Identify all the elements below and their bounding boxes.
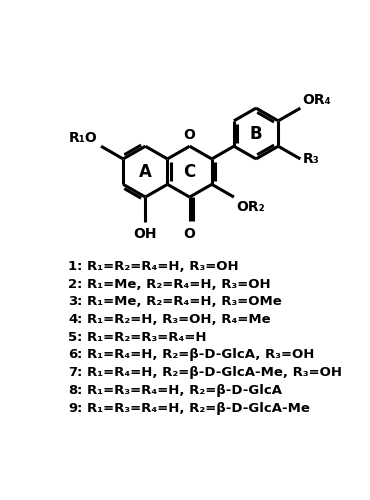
Text: B: B [250, 124, 262, 142]
Text: OR₄: OR₄ [303, 92, 332, 106]
Text: 7: 7 [68, 366, 77, 379]
Text: 9: 9 [68, 402, 77, 414]
Text: 4: 4 [68, 313, 77, 326]
Text: O: O [184, 128, 196, 141]
Text: OH: OH [133, 227, 156, 241]
Text: R₃: R₃ [303, 152, 319, 166]
Text: A: A [139, 162, 152, 180]
Text: : R₁=R₃=R₄=H, R₂=β-D-GlcA: : R₁=R₃=R₄=H, R₂=β-D-GlcA [77, 384, 282, 397]
Text: OR₂: OR₂ [236, 200, 265, 214]
Text: 8: 8 [68, 384, 77, 397]
Text: R₁O: R₁O [69, 130, 98, 144]
Text: 3: 3 [68, 296, 77, 308]
Text: 5: 5 [68, 330, 77, 344]
Text: 6: 6 [68, 348, 77, 362]
Text: O: O [183, 226, 195, 240]
Text: : R₁=R₄=H, R₂=β-D-GlcA, R₃=OH: : R₁=R₄=H, R₂=β-D-GlcA, R₃=OH [77, 348, 314, 362]
Text: : R₁=Me, R₂=R₄=H, R₃=OH: : R₁=Me, R₂=R₄=H, R₃=OH [77, 278, 271, 290]
Text: 1: 1 [68, 260, 77, 273]
Text: : R₁=Me, R₂=R₄=H, R₃=OMe: : R₁=Me, R₂=R₄=H, R₃=OMe [77, 296, 282, 308]
Text: 2: 2 [68, 278, 77, 290]
Text: : R₁=R₄=H, R₂=β-D-GlcA-Me, R₃=OH: : R₁=R₄=H, R₂=β-D-GlcA-Me, R₃=OH [77, 366, 342, 379]
Text: : R₁=R₃=R₄=H, R₂=β-D-GlcA-Me: : R₁=R₃=R₄=H, R₂=β-D-GlcA-Me [77, 402, 310, 414]
Text: : R₁=R₂=R₃=R₄=H: : R₁=R₂=R₃=R₄=H [77, 330, 207, 344]
Text: : R₁=R₂=H, R₃=OH, R₄=Me: : R₁=R₂=H, R₃=OH, R₄=Me [77, 313, 271, 326]
Text: C: C [184, 162, 196, 180]
Text: : R₁=R₂=R₄=H, R₃=OH: : R₁=R₂=R₄=H, R₃=OH [77, 260, 239, 273]
